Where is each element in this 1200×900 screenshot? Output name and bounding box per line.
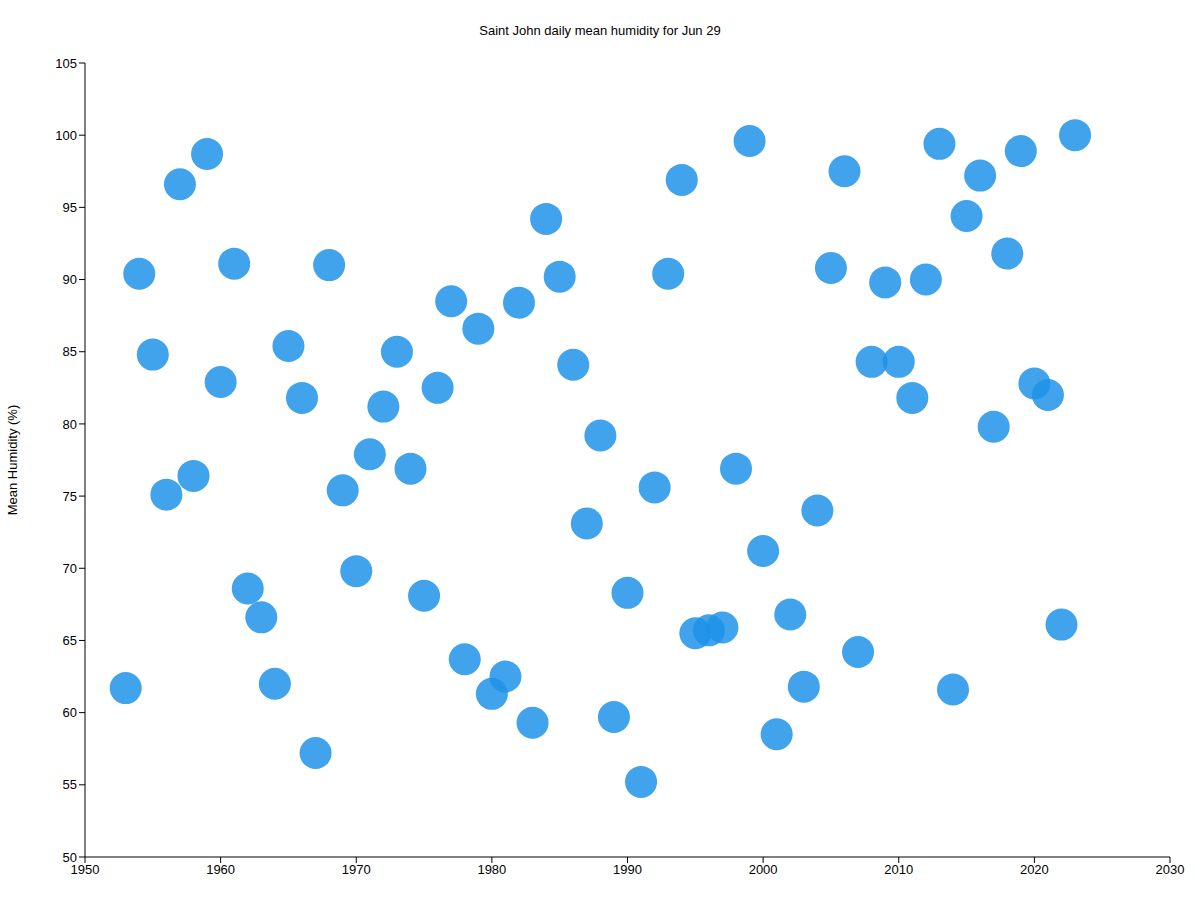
svg-text:80: 80 (63, 417, 77, 432)
svg-text:Mean Humidity (%): Mean Humidity (%) (8, 405, 20, 516)
svg-text:1970: 1970 (342, 862, 371, 877)
svg-text:1960: 1960 (206, 862, 235, 877)
svg-text:90: 90 (63, 272, 77, 287)
svg-text:2030: 2030 (1156, 862, 1185, 877)
html-text:Saint John daily mean humidity: Saint John daily mean humidity for Jun 2… (479, 23, 721, 38)
svg-text:2020: 2020 (1020, 862, 1049, 877)
svg-text:1980: 1980 (477, 862, 506, 877)
svg-text:95: 95 (63, 200, 77, 215)
svg-text:60: 60 (63, 705, 77, 720)
svg-text:100: 100 (55, 128, 77, 143)
svg-text:75: 75 (63, 489, 77, 504)
svg-text:70: 70 (63, 561, 77, 576)
svg-text:1990: 1990 (613, 862, 642, 877)
svg-text:55: 55 (63, 777, 77, 792)
svg-text:1950: 1950 (70, 862, 100, 878)
svg-text:65: 65 (63, 633, 77, 648)
svg-text:50: 50 (63, 850, 77, 865)
svg-text:85: 85 (63, 344, 77, 359)
svg-text:2010: 2010 (884, 862, 913, 877)
svg-text:2000: 2000 (749, 862, 778, 877)
svg-text:105: 105 (55, 56, 77, 71)
